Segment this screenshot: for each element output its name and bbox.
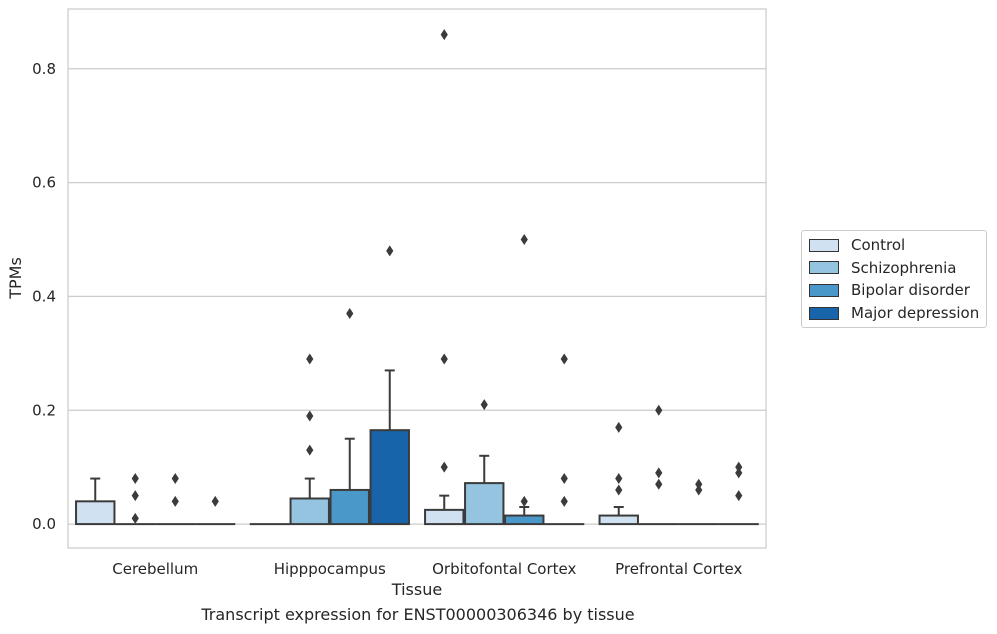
x-tick-label: Prefrontal Cortex	[615, 560, 742, 578]
y-tick-label: 0.0	[32, 515, 56, 533]
legend-label: Major depression	[851, 304, 980, 323]
outlier-point	[520, 234, 528, 246]
outlier-point	[615, 421, 623, 433]
outlier-point	[560, 353, 568, 365]
bar	[504, 514, 545, 526]
legend-item: Bipolar disorder	[802, 279, 986, 302]
bar	[75, 500, 116, 526]
outlier-point	[615, 473, 623, 485]
outlier-point	[480, 399, 488, 411]
outlier-point	[131, 512, 139, 524]
bar	[464, 482, 505, 526]
outlier-point	[695, 478, 703, 490]
x-tick-label: Orbitofontal Cortex	[432, 560, 576, 578]
x-tick-label: Hipppocampus	[274, 560, 386, 578]
legend-item: Schizophrenia	[802, 257, 986, 280]
bar	[289, 497, 330, 526]
legend-swatch	[809, 261, 839, 275]
outlier-point	[386, 245, 394, 257]
outlier-point	[695, 484, 703, 496]
legend-swatch	[809, 283, 839, 297]
outlier-point	[131, 490, 139, 502]
outlier-point	[520, 495, 528, 507]
legend-item: Control	[802, 234, 986, 257]
outlier-point	[655, 467, 663, 479]
outlier-point	[171, 495, 179, 507]
outlier-point	[440, 353, 448, 365]
grid-lines	[68, 68, 766, 525]
outlier-point	[560, 473, 568, 485]
outlier-point	[171, 473, 179, 485]
bar	[369, 429, 410, 526]
y-tick-label: 0.4	[32, 287, 56, 305]
chart-caption: Transcript expression for ENST0000030634…	[201, 605, 635, 624]
outlier-point	[306, 410, 314, 422]
outlier-point	[735, 467, 743, 479]
y-tick-labels: 0.0 0.2 0.4 0.6 0.8	[32, 60, 56, 533]
y-axis-label: TPMs	[6, 257, 25, 300]
legend-label: Control	[851, 236, 906, 255]
y-tick-label: 0.8	[32, 60, 56, 78]
x-tick-label: Cerebellum	[112, 560, 198, 578]
outlier-point	[615, 484, 623, 496]
legend-label: Schizophrenia	[851, 258, 957, 277]
outlier-point	[560, 495, 568, 507]
outlier-point	[735, 461, 743, 473]
plot-area-frame	[67, 8, 767, 549]
chart-marks	[75, 29, 759, 526]
bar	[598, 514, 639, 526]
legend-label: Bipolar disorder	[851, 281, 970, 300]
legend-swatch	[809, 306, 839, 320]
x-axis-label: Tissue	[391, 580, 442, 599]
outlier-point	[735, 490, 743, 502]
outlier-point	[131, 473, 139, 485]
outlier-point	[211, 495, 219, 507]
outlier-point	[306, 353, 314, 365]
y-tick-label: 0.2	[32, 401, 56, 419]
outlier-point	[655, 404, 663, 416]
legend-swatch	[809, 238, 839, 252]
outlier-point	[655, 478, 663, 490]
outlier-point	[440, 29, 448, 41]
bar	[424, 508, 465, 526]
legend: Control Schizophrenia Bipolar disorder Majo…	[801, 230, 987, 329]
outlier-point	[306, 444, 314, 456]
outlier-point	[346, 308, 354, 320]
legend-item: Major depression	[802, 302, 986, 325]
outlier-point	[440, 461, 448, 473]
bar	[329, 488, 370, 526]
x-tick-labels: Cerebellum Hipppocampus Orbitofontal Corte…	[112, 560, 742, 578]
y-tick-label: 0.6	[32, 174, 56, 192]
